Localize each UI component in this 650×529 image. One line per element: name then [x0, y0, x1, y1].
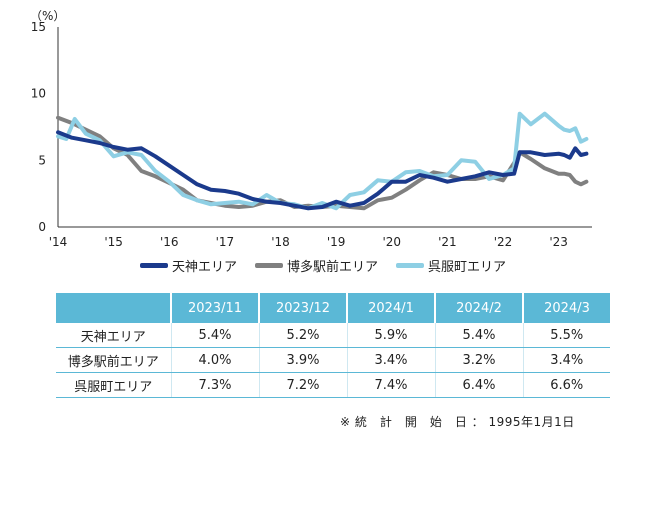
series-line-2 — [56, 111, 589, 211]
table-column-header: 2024/1 — [346, 293, 435, 323]
x-tick-label: '15 — [104, 235, 123, 249]
statistics-start-note: ※ 統 計 開 始 日 ： 1995年1月1日 — [340, 415, 575, 429]
table-row: 博多駅前エリア 4.0% 3.9% 3.4% 3.2% 3.4% — [56, 347, 610, 373]
table-cell: 6.6% — [522, 372, 610, 398]
table-cell: 5.5% — [522, 323, 610, 348]
table-cell: 3.9% — [258, 347, 347, 373]
x-tick-label: '22 — [494, 235, 513, 249]
x-tick-label: '23 — [549, 235, 568, 249]
table-corner-cell — [56, 293, 171, 323]
legend-item-gofukumachi: 呉服町エリア — [396, 256, 506, 275]
legend-label-hakata: 博多駅前エリア — [287, 260, 379, 275]
table-row-label: 天神エリア — [56, 323, 171, 348]
y-axis-unit-label: （%） — [30, 9, 65, 23]
series-line-0 — [56, 130, 589, 211]
table-row: 天神エリア 5.4% 5.2% 5.9% 5.4% 5.5% — [56, 323, 610, 348]
x-tick-label: '16 — [160, 235, 179, 249]
series-line-1 — [56, 115, 589, 211]
table-row: 呉服町エリア 7.3% 7.2% 7.4% 6.4% 6.6% — [56, 372, 610, 398]
vacancy-rate-table: 2023/11 2023/12 2024/1 2024/2 2024/3 天神エ… — [56, 293, 610, 398]
table-cell: 5.4% — [170, 323, 259, 348]
table-cell: 3.2% — [434, 347, 523, 373]
legend-item-hakata: 博多駅前エリア — [255, 256, 378, 275]
series-lines — [56, 111, 589, 211]
chart-legend: 天神エリア 博多駅前エリア 呉服町エリア — [140, 256, 506, 275]
y-tick-label: 0 — [38, 220, 46, 234]
legend-swatch-hakata — [255, 263, 284, 268]
table-cell: 3.4% — [522, 347, 610, 373]
table-column-header: 2023/11 — [170, 293, 259, 323]
table-cell: 6.4% — [434, 372, 523, 398]
vacancy-rate-line-chart: （%） 0 5 10 15 '14 '15 '16 '17 '18 '19 '20 '21 '22 '2… — [30, 9, 592, 249]
table-column-header: 2024/3 — [522, 293, 610, 323]
table-cell: 3.4% — [346, 347, 435, 373]
legend-label-gofukumachi: 呉服町エリア — [428, 260, 507, 275]
y-tick-label: 5 — [38, 153, 46, 167]
x-tick-label: '19 — [327, 235, 346, 249]
table-cell: 5.9% — [346, 323, 435, 348]
y-tick-label: 10 — [31, 87, 46, 101]
table-row-label: 呉服町エリア — [56, 372, 171, 398]
legend-swatch-gofukumachi — [396, 263, 425, 268]
table-cell: 7.4% — [346, 372, 435, 398]
table-cell: 5.2% — [258, 323, 347, 348]
table-column-header: 2023/12 — [258, 293, 347, 323]
x-tick-label: '20 — [382, 235, 401, 249]
legend-swatch-tenjin — [140, 263, 168, 268]
y-tick-label: 15 — [31, 20, 46, 34]
legend-label-tenjin: 天神エリア — [172, 260, 238, 275]
x-tick-label: '21 — [438, 235, 457, 249]
x-tick-label: '14 — [49, 235, 68, 249]
x-tick-label: '18 — [271, 235, 290, 249]
legend-item-tenjin: 天神エリア — [140, 256, 237, 275]
table-row-label: 博多駅前エリア — [56, 347, 171, 373]
x-axis-ticks: '14 '15 '16 '17 '18 '19 '20 '21 '22 '23 — [49, 235, 568, 249]
table-cell: 7.2% — [258, 372, 347, 398]
x-tick-label: '17 — [216, 235, 235, 249]
table-cell: 7.3% — [170, 372, 259, 398]
table-cell: 5.4% — [434, 323, 523, 348]
y-axis-ticks: 0 5 10 15 — [31, 20, 46, 234]
table-header-row: 2023/11 2023/12 2024/1 2024/2 2024/3 — [56, 293, 610, 323]
table-column-header: 2024/2 — [434, 293, 523, 323]
table-cell: 4.0% — [170, 347, 259, 373]
